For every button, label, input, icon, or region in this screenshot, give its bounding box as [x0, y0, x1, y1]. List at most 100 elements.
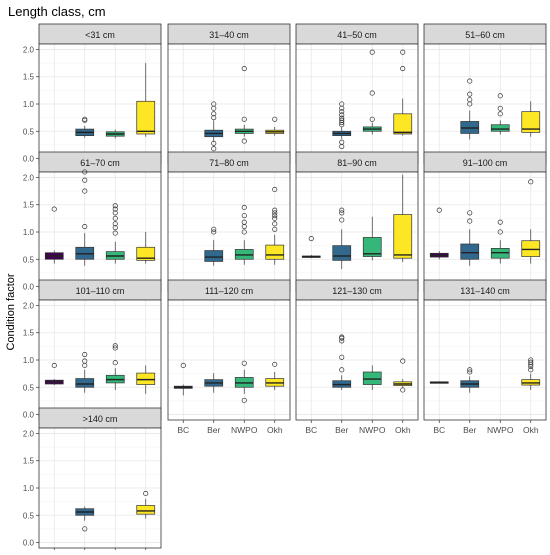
box-nwpo [362, 365, 382, 390]
box-okh [393, 49, 413, 136]
facet-panel: 101–110 cm0.00.51.01.52.0BCBerNWPOOkh [23, 279, 162, 435]
outlier-point [82, 177, 88, 183]
outlier-point [241, 138, 247, 144]
facet-panel: 61–70 cm 0.0 0.5 1.0 1.5 2.0 [23, 151, 162, 293]
outlier-point [112, 225, 118, 231]
facet-panel: >140 cm0.00.51.01.52.0BCBerNWPOOkh [23, 407, 162, 555]
facet-strip-label: 71–80 cm [209, 158, 249, 168]
outlier-point [272, 207, 278, 213]
outlier-point [211, 229, 217, 235]
outlier-point [528, 359, 534, 365]
y-tick-label: 2.0 [23, 429, 35, 438]
box-body [136, 505, 156, 515]
box-nwpo [362, 216, 382, 261]
outlier-point [400, 358, 406, 364]
y-tick-label: 1.5 [23, 329, 35, 338]
outlier-point [497, 111, 503, 117]
facet-strip-label: <31 cm [85, 30, 115, 40]
outlier-point [339, 101, 345, 107]
outlier-point [82, 351, 88, 358]
x-tick-label: NWPO [359, 425, 386, 435]
outlier-point [339, 210, 345, 216]
outlier-point [272, 226, 278, 232]
x-tick-label: Okh [267, 425, 283, 435]
box-nwpo [490, 219, 510, 264]
box-ber [204, 373, 224, 393]
y-tick-label: 1.0 [23, 228, 35, 237]
facet-panel: 111–120 cm BC Ber NWPO Okh [167, 279, 291, 435]
outlier-point [241, 65, 247, 72]
chart-title: Length class, cm [8, 4, 106, 19]
x-tick-label: Ber [335, 425, 348, 435]
box-ber [460, 210, 480, 266]
box-okh [521, 101, 541, 137]
outlier-point [241, 397, 247, 403]
outlier-point [497, 105, 503, 111]
box-body [136, 372, 156, 385]
outlier-point [143, 490, 149, 497]
x-tick-label: Okh [395, 425, 411, 435]
outlier-point [241, 229, 247, 235]
outlier-point [82, 116, 88, 122]
y-tick-label: 0.5 [23, 383, 35, 392]
panel-border [423, 299, 547, 421]
box-ber [460, 367, 480, 393]
outlier-point [112, 230, 118, 236]
outlier-point [369, 49, 375, 55]
y-tick-label: 2.0 [23, 45, 35, 54]
outlier-point [528, 357, 534, 363]
outlier-point [400, 49, 406, 55]
box-body [490, 124, 510, 132]
facet-strip-label: 61–70 cm [80, 158, 120, 168]
x-tick-label: Ber [207, 425, 220, 435]
facet-panel: 71–80 cm [167, 151, 291, 293]
outlier-point [339, 367, 345, 373]
box-nwpo [105, 343, 125, 390]
outlier-point [82, 188, 88, 194]
outlier-point [112, 360, 118, 366]
outlier-point [339, 115, 345, 121]
outlier-point [467, 210, 473, 216]
outlier-point [339, 334, 345, 340]
x-tick-label: Ber [463, 425, 476, 435]
outlier-point [339, 117, 345, 123]
y-tick-label: 0.0 [23, 155, 35, 164]
box-body [136, 100, 156, 135]
facet-panel: 31–40 cm [167, 23, 291, 165]
facet-panel: 131–140 cm BC Ber NWPO Okh [423, 279, 547, 435]
outlier-point [112, 203, 118, 209]
y-tick-label: 0.5 [23, 511, 35, 520]
box-body [362, 237, 382, 257]
outlier-point [339, 217, 345, 223]
x-tick-label: BC [177, 425, 189, 435]
box-body [265, 244, 285, 260]
box-ber [204, 226, 224, 266]
box-ber [75, 506, 95, 532]
outlier-point [339, 338, 345, 344]
y-tick-label: 0.0 [23, 539, 35, 548]
box-ber [75, 351, 95, 393]
box-nwpo [105, 129, 125, 139]
facet-strip-label: 91–100 cm [463, 158, 508, 168]
outlier-point [339, 207, 345, 213]
outlier-point [51, 362, 57, 369]
box-bc [429, 207, 449, 260]
box-body [136, 246, 156, 261]
box-bc [44, 206, 64, 264]
x-tick-label: BC [305, 425, 317, 435]
box-ber [332, 334, 352, 390]
facet-panel: 91–100 cm [423, 151, 547, 293]
outlier-point [339, 112, 345, 118]
x-tick-label: Okh [523, 425, 539, 435]
box-nwpo [362, 49, 382, 135]
x-tick-label: NWPO [487, 425, 514, 435]
outlier-point [339, 354, 345, 360]
facet-panel: 81–90 cm [295, 151, 419, 293]
box-body [332, 245, 352, 261]
box-okh [136, 232, 156, 264]
facet-strip-label: 111–120 cm [205, 286, 253, 296]
y-tick-label: 0.5 [23, 127, 35, 136]
outlier-point [369, 90, 375, 96]
box-ber [204, 101, 224, 152]
